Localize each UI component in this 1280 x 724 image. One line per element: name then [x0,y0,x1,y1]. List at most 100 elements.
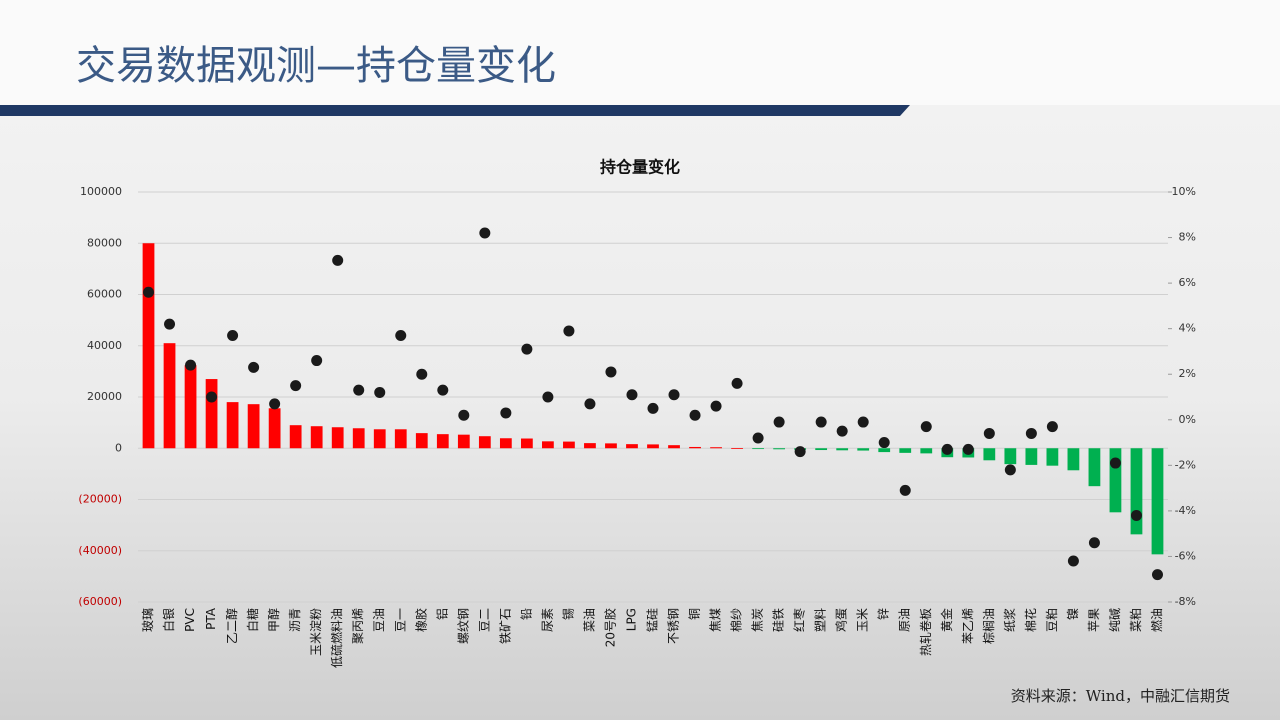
x-tick-label: 尿素 [540,608,554,632]
x-tick-label: 硅铁 [772,608,786,632]
bar [205,379,218,449]
dot [458,409,470,421]
x-tick-label: 镍 [1066,608,1080,620]
dot [836,425,848,437]
dot [437,384,449,396]
dot [500,407,512,419]
bar [268,408,281,449]
bar [815,448,828,451]
x-tick-label: 棉纱 [730,608,744,632]
bar [563,441,575,449]
x-tick-label: 苹果 [1087,608,1101,632]
bar [520,438,533,449]
dot [878,437,890,449]
bar [310,426,323,449]
dot [605,366,617,378]
dot [1004,464,1016,476]
y2-tick-label: -4% [1175,504,1196,517]
bar [731,447,743,449]
bar [184,365,197,449]
y-tick-label: 100000 [80,185,122,198]
y-tick-label: (60000) [78,595,122,608]
dot [248,361,260,373]
dot [479,227,491,239]
x-tick-label: PVC [183,608,197,632]
bar [626,444,638,449]
x-tick-label: 锡 [560,608,575,620]
chart-title: 持仓量变化 [600,158,680,177]
dot [983,427,995,439]
x-tick-label: 铁矿石 [498,608,512,644]
dot [752,432,764,444]
dot [164,318,176,330]
bar [710,447,722,449]
x-tick-label: 沥青 [288,608,302,632]
y2-tick-label: 0% [1179,413,1196,426]
x-tick-label: 燃油 [1149,608,1164,632]
x-tick-label: 玉米淀粉 [309,608,323,656]
y2-tick-label: -8% [1175,595,1196,608]
bar [857,448,870,451]
dot [584,398,596,410]
x-tick-label: 锰硅 [645,608,660,632]
slide-title: 交易数据观测—持仓量变化 [76,43,556,89]
bar [142,243,155,449]
dot [941,443,953,455]
y2-tick-label: 6% [1179,276,1196,289]
bar [689,446,701,449]
dot [1067,555,1079,567]
dot [689,409,701,421]
dot [773,416,785,428]
x-tick-label: 铜 [687,608,702,620]
y2-tick-label: 2% [1179,367,1196,380]
x-tick-label: 菜油 [582,608,596,632]
x-tick-label: 20号胶 [602,608,617,647]
dot [1151,569,1163,581]
y2-tick-label: -2% [1175,458,1196,471]
dot [290,380,302,392]
dot [563,325,575,337]
dot [815,416,827,428]
header-rule [0,105,910,116]
y-tick-label: 60000 [87,288,122,301]
y-tick-label: 0 [115,441,122,454]
bar [436,434,449,449]
x-tick-label: 铝 [434,608,449,620]
bar [163,343,176,449]
dot [269,398,281,410]
bar [920,448,933,454]
bar [373,429,386,449]
x-tick-label: 聚丙烯 [351,608,365,644]
x-tick-label: LPG [624,608,638,631]
bar [752,448,764,450]
bar [1151,448,1164,555]
x-tick-label: 豆粕 [1044,608,1059,632]
y-tick-label: (40000) [78,544,122,557]
x-tick-label: 豆二 [477,608,491,632]
x-tick-label: 甲醇 [266,608,281,632]
x-tick-label: 原油 [898,608,912,632]
dot [962,443,974,455]
y-tick-label: 80000 [87,236,122,249]
dot [542,391,554,403]
bar [1088,448,1101,487]
x-tick-label: 鸡蛋 [834,608,849,632]
dot [416,368,428,380]
x-tick-label: 焦煤 [709,608,723,632]
x-tick-label: 塑料 [813,608,828,632]
x-tick-label: 黄金 [939,608,954,632]
x-tick-label: 苯乙烯 [961,608,975,644]
bar [226,402,239,449]
dot [1046,421,1058,433]
x-tick-label: 不锈钢 [667,608,681,644]
dot [731,377,743,389]
x-tick-label: 菜粕 [1128,608,1143,632]
x-tick-label: 玉米 [856,608,870,632]
header-band [0,0,1280,105]
dot [374,386,386,398]
bar [773,448,786,450]
bar [1130,448,1143,535]
x-tick-label: 橡胶 [413,608,428,632]
